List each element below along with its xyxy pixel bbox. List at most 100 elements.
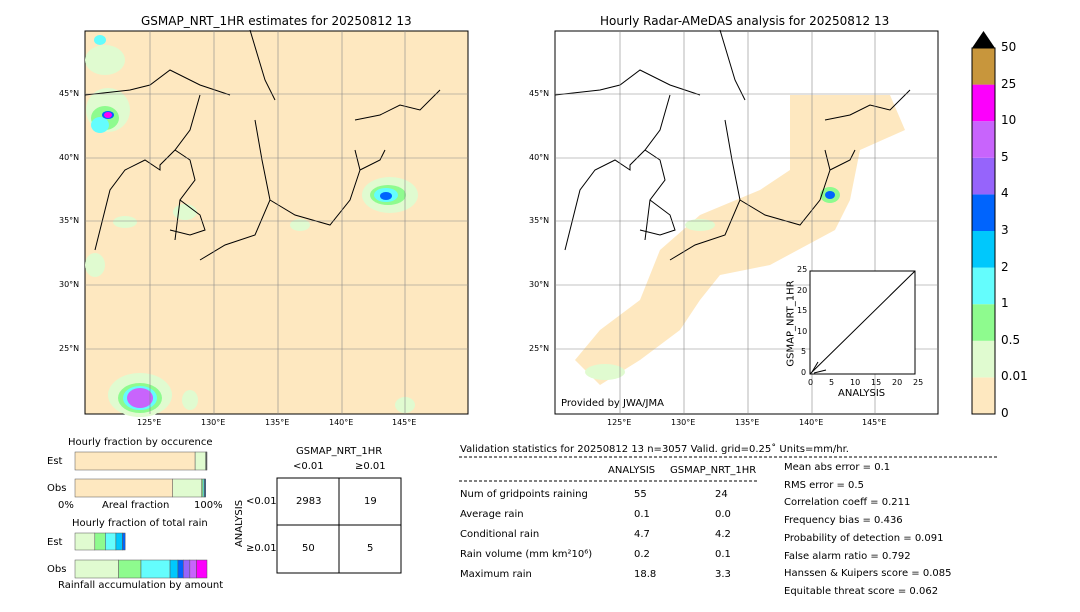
scatter-xtick: 15 [871, 378, 882, 387]
bar-segment [74, 559, 119, 579]
bar-segment [105, 532, 117, 551]
table-col-header: ≥0.01 [355, 461, 386, 472]
scatter-xtick: 5 [829, 378, 835, 387]
scatter-ytick: 5 [801, 347, 807, 357]
colorbar-label: 50 [1001, 40, 1017, 54]
rain-xlabel: Rainfall accumulation by amount [58, 580, 224, 591]
bar-segment [194, 451, 206, 471]
occ-est-label: Est [47, 456, 63, 467]
lat-tick: 45°N [59, 89, 80, 98]
scatter-xlabel: ANALYSIS [838, 388, 886, 399]
validation-analysis-value: 0.2 [634, 549, 650, 560]
validation-row-label: Rain volume (mm km²10⁶) [460, 549, 593, 560]
scatter-ylabel: GSMAP_NRT_1HR [785, 280, 797, 367]
bar-segment [115, 532, 123, 551]
colorbar-label: 0.5 [1001, 332, 1021, 347]
validation-analysis-value: 4.7 [634, 529, 650, 540]
colorbar-label: 0 [1001, 406, 1009, 420]
bar-segment [122, 532, 126, 551]
validation-score: False alarm ratio = 0.792 [784, 550, 911, 562]
table-row-header: <0.01 [246, 496, 277, 507]
right-map-title: Hourly Radar-AMeDAS analysis for 2025081… [600, 14, 890, 28]
bar-segment [177, 559, 184, 579]
colorbar-segment [972, 84, 995, 122]
validation-row-label: Conditional rain [460, 529, 540, 540]
lat-tick: 40°N [529, 153, 550, 162]
scatter-xtick: 0 [808, 378, 814, 387]
validation-gsmap-value: 3.3 [715, 569, 731, 580]
bar-segment [172, 478, 202, 498]
colorbar-segment [972, 194, 995, 231]
colorbar-segment [972, 267, 995, 305]
bar-segment [204, 478, 206, 498]
rain-title: Hourly fraction of total rain [72, 518, 208, 529]
validation-gsmap-value: 24 [715, 489, 728, 500]
lat-tick: 25°N [59, 344, 80, 353]
colorbar-label: 3 [1001, 223, 1009, 237]
lon-tick: 130°E [201, 418, 226, 427]
validation-analysis-value: 18.8 [634, 569, 657, 580]
gridlines [85, 31, 938, 414]
lon-tick: 135°E [265, 418, 290, 427]
scatter-ytick: 0 [801, 368, 807, 377]
table-cell: 50 [302, 543, 315, 554]
validation-score: Correlation coeff = 0.211 [784, 497, 911, 509]
credit: Provided by JWA/JMA [561, 398, 664, 409]
validation-analysis-value: 0.1 [634, 509, 650, 520]
validation-score: RMS error = 0.5 [784, 479, 864, 491]
validation-row-label: Maximum rain [460, 569, 532, 580]
lon-tick: 130°E [671, 418, 696, 427]
scatter-xtick: 20 [892, 378, 903, 387]
validation-analysis-value: 55 [634, 489, 647, 500]
table-cell: 2983 [296, 496, 322, 507]
bar-segment [182, 559, 191, 579]
bar-segment [196, 559, 208, 579]
scatter-point [813, 369, 827, 374]
colorbar-segment [972, 121, 995, 158]
validation-row-label: Average rain [460, 509, 524, 520]
validation-gsmap-value: 0.1 [715, 549, 731, 560]
lat-tick: 35°N [529, 216, 550, 225]
colorbar-segment [972, 48, 995, 85]
lat-tick: 45°N [529, 89, 550, 98]
occ-obs-label: Obs [47, 483, 67, 494]
table-row-header: ≥0.01 [246, 543, 277, 554]
validation-header: Validation statistics for 20250812 13 n=… [460, 444, 849, 455]
colorbar-extend-arrow [972, 31, 995, 48]
contingency-table [276, 477, 402, 574]
validation-col2: GSMAP_NRT_1HR [670, 465, 757, 476]
bar-segment [140, 559, 171, 579]
bar-segment [189, 559, 197, 579]
occ-xlabel: Areal fraction [102, 500, 170, 511]
validation-row-label: Num of gridpoints raining [460, 489, 588, 500]
rain-obs-label: Obs [47, 564, 67, 575]
validation-gsmap-value: 4.2 [715, 529, 731, 540]
bar-segment [118, 559, 142, 579]
scatter-ytick: 20 [797, 285, 808, 295]
bar-segment [74, 532, 96, 551]
validation-score: Hanssen & Kuipers score = 0.085 [784, 568, 952, 580]
validation-score: Frequency bias = 0.436 [784, 515, 903, 527]
lat-tick: 40°N [59, 153, 80, 162]
lon-tick: 135°E [735, 418, 760, 427]
colorbar-segment [972, 231, 995, 268]
bar-segment [74, 451, 196, 471]
lon-tick: 145°E [392, 418, 417, 427]
colorbar-label: 4 [1001, 186, 1009, 201]
lat-tick: 30°N [59, 280, 80, 289]
colorbar-segment [972, 340, 995, 378]
table-title: GSMAP_NRT_1HR [296, 446, 383, 457]
colorbar-label: 5 [1001, 149, 1009, 164]
lat-tick: 25°N [529, 344, 550, 353]
validation-gsmap-value: 0.0 [715, 509, 731, 520]
bar-segment [94, 532, 106, 551]
left-map-title: GSMAP_NRT_1HR estimates for 20250812 13 [141, 14, 412, 28]
table-row-label: ANALYSIS [234, 499, 246, 548]
left-map [84, 30, 469, 417]
coastlines [84, 29, 911, 261]
scatter-xtick: 25 [913, 378, 924, 387]
bar-segment [74, 478, 173, 498]
lon-tick: 125°E [607, 418, 632, 427]
lat-tick: 35°N [59, 216, 80, 225]
